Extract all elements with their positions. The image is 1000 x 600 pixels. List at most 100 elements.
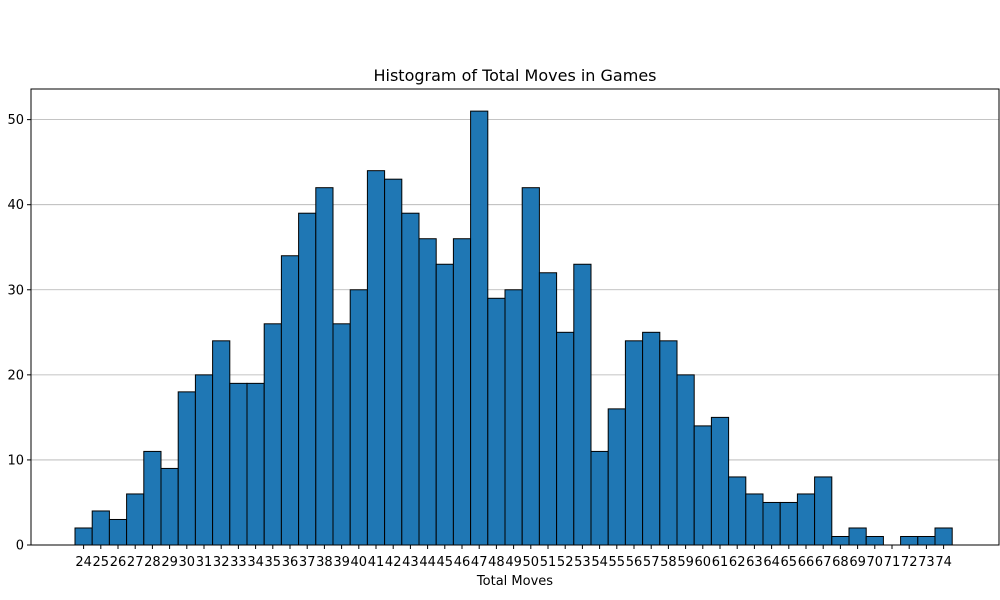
- x-tick-label: 41: [368, 555, 385, 570]
- x-tick-label: 31: [196, 555, 213, 570]
- x-tick-label: 58: [660, 555, 677, 570]
- bar: [796, 493, 816, 546]
- x-tick-label: 63: [746, 555, 763, 570]
- x-tick-label: 45: [437, 555, 454, 570]
- x-tick-label: 36: [282, 555, 299, 570]
- x-tick-label: 47: [471, 555, 488, 570]
- bar: [143, 450, 162, 546]
- x-tick-label: 61: [712, 555, 729, 570]
- x-tick-label: 24: [75, 555, 92, 570]
- x-tick-label: 64: [763, 555, 780, 570]
- bar: [504, 289, 523, 546]
- bar: [728, 476, 747, 546]
- bar: [298, 212, 317, 546]
- x-axis-label: Total Moves: [476, 574, 553, 589]
- x-tick-label: 60: [695, 555, 712, 570]
- x-tick-label: 71: [884, 555, 901, 570]
- x-tick-label: 44: [419, 555, 436, 570]
- bar: [607, 408, 626, 546]
- bar: [865, 535, 884, 546]
- x-tick-label: 66: [798, 555, 815, 570]
- x-tick-label: 46: [454, 555, 471, 570]
- bar: [538, 272, 558, 546]
- bar: [710, 416, 730, 546]
- chart-title: Histogram of Total Moves in Games: [373, 66, 656, 85]
- x-tick-label: 48: [488, 555, 505, 570]
- x-tick-label: 29: [161, 555, 178, 570]
- bar: [366, 170, 386, 546]
- x-tick-label: 51: [540, 555, 557, 570]
- x-tick-label: 33: [230, 555, 247, 570]
- bar: [659, 340, 678, 546]
- x-tick-label: 52: [557, 555, 574, 570]
- x-tick-label: 37: [299, 555, 316, 570]
- x-tick-label: 40: [351, 555, 368, 570]
- bar: [401, 212, 420, 546]
- bar: [693, 425, 712, 546]
- x-tick-label: 30: [179, 555, 196, 570]
- bar: [917, 535, 936, 546]
- bar: [263, 323, 282, 546]
- x-tick-label: 59: [677, 555, 694, 570]
- bar: [332, 323, 351, 546]
- bar: [831, 535, 850, 546]
- bar: [762, 501, 781, 546]
- bar: [246, 382, 265, 546]
- x-tick-label: 56: [626, 555, 643, 570]
- bar: [487, 297, 506, 546]
- plot-frame: [30, 88, 1000, 546]
- bar: [126, 493, 145, 546]
- bar: [470, 110, 489, 546]
- x-tick-label: 73: [918, 555, 935, 570]
- x-tick-label: 38: [316, 555, 333, 570]
- bar: [384, 178, 403, 546]
- bar: [315, 187, 334, 546]
- bar: [212, 340, 231, 546]
- bar: [349, 289, 368, 546]
- bar: [435, 263, 454, 546]
- x-tick-label: 69: [849, 555, 866, 570]
- y-tick-label: 10: [7, 453, 24, 468]
- x-tick-label: 50: [523, 555, 540, 570]
- bar: [573, 263, 592, 546]
- bar: [418, 238, 437, 546]
- bar: [642, 331, 661, 546]
- x-tick-label: 39: [333, 555, 350, 570]
- bar: [676, 374, 695, 546]
- x-tick-label: 49: [505, 555, 522, 570]
- bar: [452, 238, 472, 546]
- x-tick-label: 57: [643, 555, 660, 570]
- bar: [900, 535, 919, 546]
- x-axis-ticks: 24 25 26 27 28 29 30 31 32 33 34 35 36 37 38 39 40 41 42 43…: [75, 545, 952, 570]
- x-tick-label: 68: [832, 555, 849, 570]
- x-tick-label: 35: [265, 555, 282, 570]
- bar: [280, 255, 300, 546]
- x-tick-label: 72: [901, 555, 918, 570]
- x-tick-label: 26: [110, 555, 127, 570]
- bar: [814, 476, 833, 546]
- bars: [74, 110, 953, 546]
- bar: [556, 331, 575, 546]
- x-tick-label: 53: [574, 555, 591, 570]
- x-tick-label: 54: [591, 555, 608, 570]
- x-tick-label: 62: [729, 555, 746, 570]
- bar: [624, 340, 644, 546]
- y-tick-label: 0: [16, 539, 24, 554]
- bar: [521, 187, 540, 546]
- bar: [934, 527, 953, 546]
- y-tick-label: 30: [7, 283, 24, 298]
- x-tick-label: 32: [213, 555, 230, 570]
- x-tick-label: 74: [935, 555, 952, 570]
- x-tick-label: 28: [144, 555, 161, 570]
- x-tick-label: 27: [127, 555, 144, 570]
- bar: [229, 382, 248, 546]
- x-tick-label: 25: [93, 555, 110, 570]
- bar: [160, 467, 179, 546]
- bar: [194, 374, 214, 546]
- x-tick-label: 65: [781, 555, 798, 570]
- x-tick-label: 55: [609, 555, 626, 570]
- y-axis-ticks: 0 10 20 30 40 50: [7, 113, 31, 554]
- x-tick-label: 67: [815, 555, 832, 570]
- x-tick-label: 42: [385, 555, 402, 570]
- bar: [177, 391, 196, 546]
